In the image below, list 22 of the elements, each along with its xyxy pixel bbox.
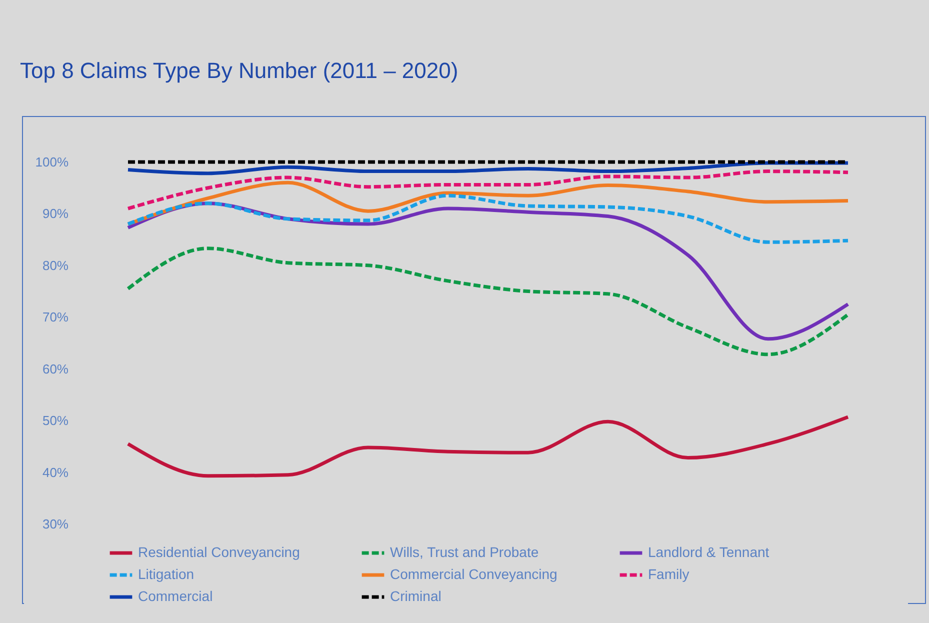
legend-label: Wills, Trust and Probate: [390, 544, 539, 560]
y-tick-label: 60%: [42, 361, 69, 376]
legend-label: Litigation: [138, 566, 194, 582]
line-series: [126, 415, 850, 478]
y-tick-label: 30%: [42, 516, 69, 532]
y-tick-label: 70%: [42, 310, 69, 325]
legend-label: Residential Conveyancing: [138, 544, 300, 560]
legend-label: Criminal: [390, 588, 442, 604]
y-tick-label: 80%: [42, 258, 69, 273]
y-tick-label: 90%: [42, 206, 69, 222]
legend-label: Landlord & Tennant: [648, 544, 770, 560]
line-series: [126, 180, 850, 226]
legend-label: Commercial: [138, 588, 213, 604]
y-tick-label: 50%: [42, 413, 69, 428]
line-series: [126, 170, 850, 210]
chart-title: Top 8 Claims Type By Number (2011 – 2020): [20, 58, 458, 84]
legend-label: Commercial Conveyancing: [390, 566, 558, 582]
legend-label: Family: [648, 566, 690, 582]
line-series: [126, 194, 850, 244]
y-tick-label: 40%: [42, 464, 69, 480]
y-tick-label: 100%: [35, 154, 69, 170]
line-series: [126, 246, 850, 356]
